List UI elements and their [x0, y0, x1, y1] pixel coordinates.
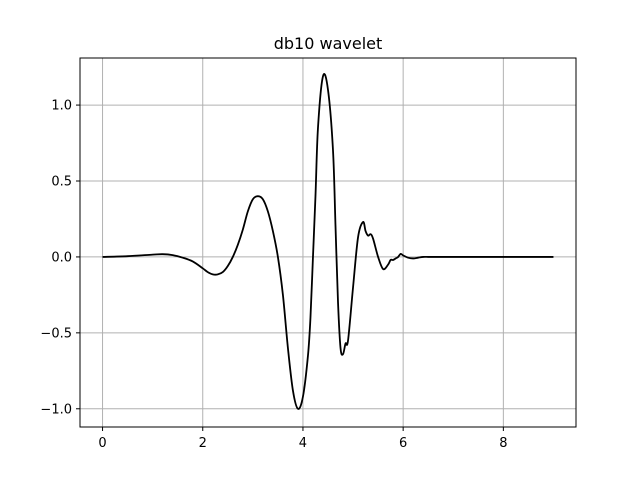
x-tick-label: 2 [199, 436, 207, 451]
y-tick-label: −0.5 [40, 326, 72, 341]
axis-ticks: 0 2 4 6 8 −1.0 −0.5 0.0 0.5 1.0 [40, 99, 507, 451]
y-tick-label: 0.5 [51, 175, 72, 190]
y-tick-label: 0.0 [51, 250, 72, 265]
y-tick-label: −1.0 [40, 402, 72, 417]
y-tick-label: 1.0 [51, 99, 72, 114]
wavelet-line [102, 73, 554, 410]
x-tick-label: 6 [399, 436, 407, 451]
grid-lines [80, 58, 576, 427]
plot-frame [79, 57, 577, 428]
series-layer [102, 73, 554, 410]
chart-title: db10 wavelet [274, 34, 383, 53]
x-tick-label: 0 [98, 436, 106, 451]
x-tick-label: 8 [499, 436, 507, 451]
x-tick-label: 4 [299, 436, 307, 451]
